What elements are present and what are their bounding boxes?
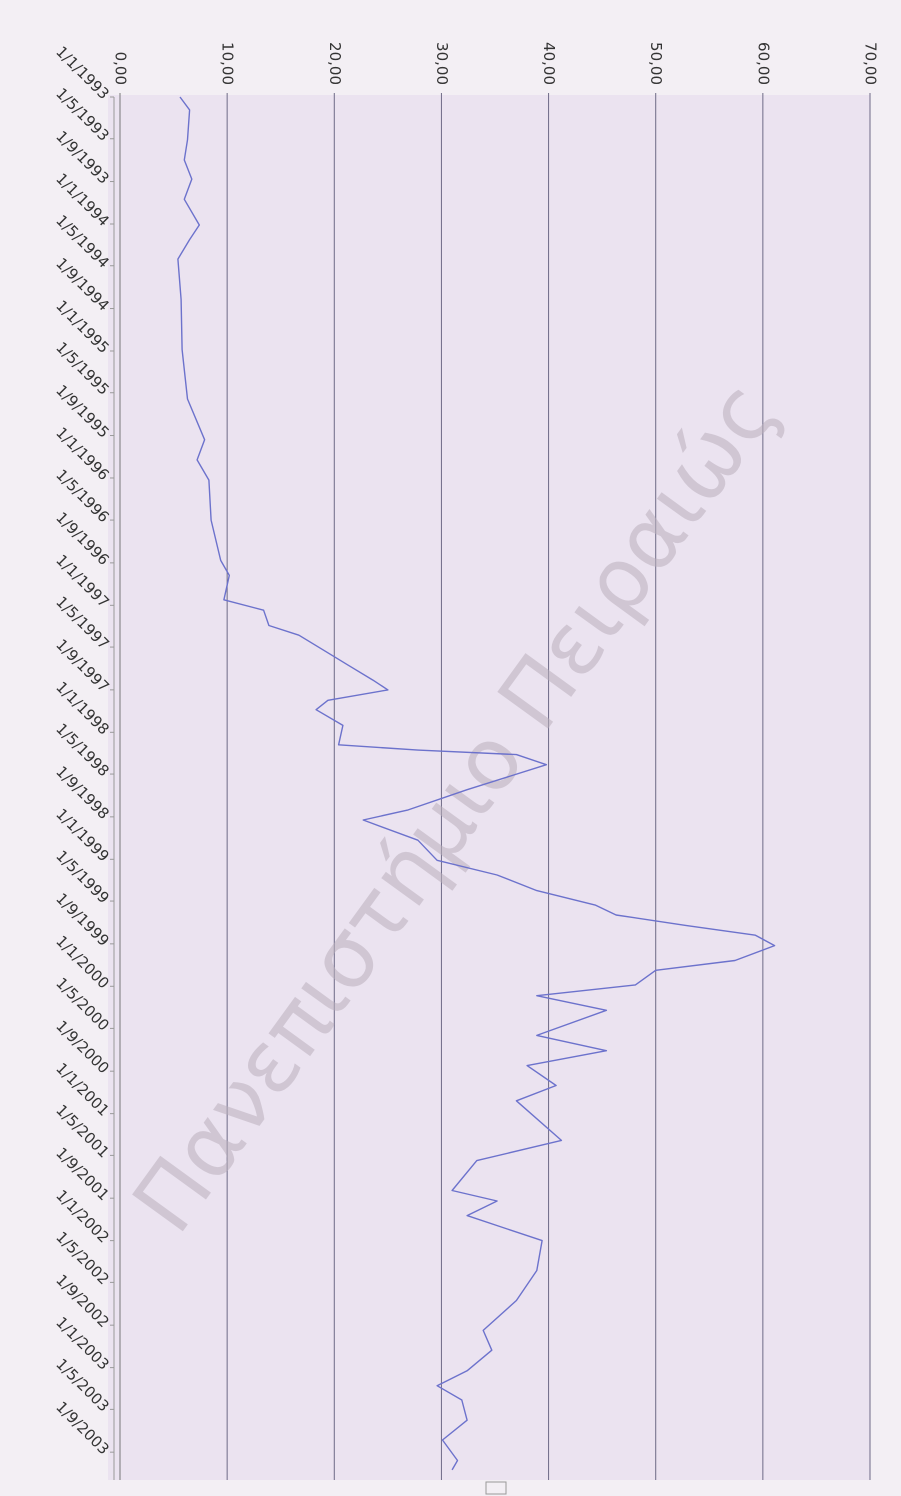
scan-mark bbox=[485, 1481, 507, 1495]
y-tick-label: 10,00 bbox=[219, 42, 237, 85]
plot-area bbox=[108, 95, 870, 1480]
y-tick-label: 70,00 bbox=[862, 42, 880, 85]
y-tick-label: 60,00 bbox=[754, 42, 772, 85]
y-tick-label: 40,00 bbox=[540, 42, 558, 85]
y-tick-label: 20,00 bbox=[326, 42, 344, 85]
y-tick-label: 30,00 bbox=[433, 42, 451, 85]
y-tick-label: 50,00 bbox=[647, 42, 665, 85]
data-line bbox=[177, 96, 776, 1471]
y-tick-label: 0,00 bbox=[112, 52, 130, 85]
